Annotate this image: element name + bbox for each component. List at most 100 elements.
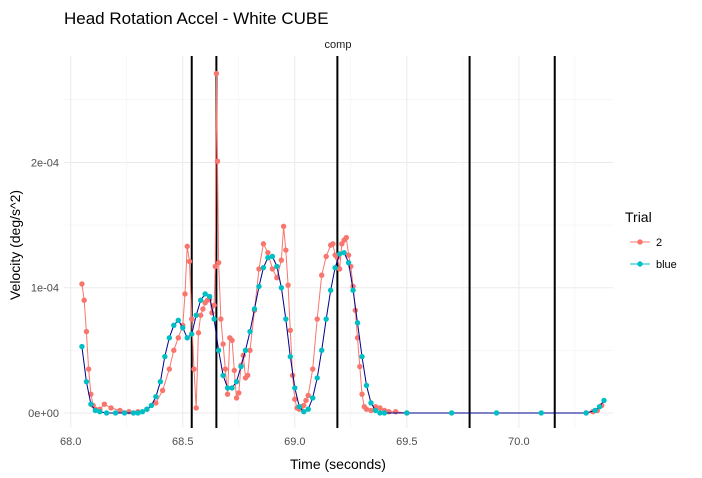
data-point-2 xyxy=(278,257,285,263)
data-point-blue xyxy=(314,375,320,381)
data-point-2 xyxy=(345,252,352,258)
data-point-2 xyxy=(224,391,231,397)
data-point-2 xyxy=(191,366,197,372)
data-point-2 xyxy=(186,258,193,265)
data-point-2 xyxy=(215,259,222,266)
data-point-2 xyxy=(265,249,271,256)
data-point-blue xyxy=(233,378,240,385)
data-point-2 xyxy=(212,263,218,270)
data-point-2 xyxy=(247,347,253,354)
data-point-blue xyxy=(215,347,222,354)
data-point-2 xyxy=(175,335,181,341)
x-tick-label: 69.5 xyxy=(396,436,417,448)
legend: Trial 2 blue xyxy=(625,209,677,271)
data-point-2 xyxy=(357,363,363,370)
data-point-2 xyxy=(213,70,220,77)
data-point-blue xyxy=(251,306,258,312)
data-point-2 xyxy=(292,396,298,402)
data-point-blue xyxy=(83,378,90,385)
data-point-2 xyxy=(171,347,177,354)
data-point-blue xyxy=(448,410,455,416)
data-point-blue xyxy=(404,410,410,416)
data-point-blue xyxy=(359,353,365,360)
data-point-2 xyxy=(184,243,190,250)
data-point-blue xyxy=(368,400,374,406)
data-point-blue xyxy=(269,253,276,260)
data-point-blue xyxy=(242,347,249,354)
facet-strip-label: comp xyxy=(325,39,352,51)
data-point-blue xyxy=(538,410,544,416)
data-point-blue xyxy=(139,409,146,415)
data-point-blue xyxy=(130,410,137,416)
legend-label-2: 2 xyxy=(656,237,662,249)
data-point-blue xyxy=(332,264,338,271)
data-point-2 xyxy=(350,283,356,290)
data-point-blue xyxy=(493,410,500,416)
data-point-2 xyxy=(359,391,365,397)
data-point-blue xyxy=(229,385,235,391)
y-tick-label: 1e-04 xyxy=(31,283,59,295)
x-tick-label: 68.0 xyxy=(60,436,81,448)
data-point-blue xyxy=(197,297,204,303)
data-point-2 xyxy=(211,302,217,308)
data-point-blue xyxy=(180,325,186,331)
data-point-blue xyxy=(592,407,598,414)
data-point-blue xyxy=(171,322,177,328)
data-point-blue xyxy=(278,285,285,291)
data-point-blue xyxy=(363,382,370,389)
data-point-2 xyxy=(229,337,235,344)
data-point-blue xyxy=(220,372,226,379)
data-point-blue xyxy=(88,401,94,407)
data-point-2 xyxy=(153,400,159,406)
data-point-2 xyxy=(245,372,251,379)
data-point-2 xyxy=(274,274,280,281)
data-point-blue xyxy=(238,363,244,370)
data-point-2 xyxy=(377,405,383,411)
data-point-blue xyxy=(318,347,325,354)
data-point-2 xyxy=(260,241,267,247)
data-point-2 xyxy=(218,316,224,322)
data-point-blue xyxy=(583,410,589,416)
x-tick-label: 68.5 xyxy=(172,436,193,448)
y-tick-label: 0e+00 xyxy=(28,408,59,420)
data-point-blue xyxy=(350,287,356,293)
data-point-2 xyxy=(117,407,123,414)
data-point-2 xyxy=(303,397,309,404)
data-point-blue xyxy=(92,407,99,414)
y-axis-ticks: 0e+00 1e-04 2e-04 xyxy=(28,157,59,420)
data-point-blue xyxy=(148,402,155,409)
data-point-blue xyxy=(97,409,103,415)
chart-title: Head Rotation Accel - White CUBE xyxy=(64,9,329,28)
data-point-2 xyxy=(285,282,291,288)
data-point-2 xyxy=(305,392,311,399)
data-point-blue xyxy=(206,293,213,300)
data-point-blue xyxy=(301,409,307,415)
data-point-blue xyxy=(144,406,150,412)
legend-title: Trial xyxy=(625,209,652,225)
data-point-2 xyxy=(318,272,325,278)
data-point-blue xyxy=(157,378,164,385)
data-point-blue xyxy=(224,385,231,391)
data-point-blue xyxy=(310,395,316,401)
data-point-blue xyxy=(184,335,190,341)
data-point-blue xyxy=(296,404,302,410)
data-point-blue xyxy=(287,353,294,360)
data-point-2 xyxy=(101,401,108,407)
data-point-blue xyxy=(274,263,280,270)
legend-key-point-blue xyxy=(637,261,643,267)
data-point-blue xyxy=(162,353,168,360)
data-point-2 xyxy=(214,158,221,164)
data-point-blue xyxy=(189,331,195,337)
data-point-2 xyxy=(392,409,399,415)
data-point-blue xyxy=(112,410,119,416)
data-point-blue xyxy=(601,397,607,404)
x-axis-ticks: 68.0 68.5 69.0 69.5 70.0 xyxy=(60,436,530,448)
y-tick-label: 2e-04 xyxy=(31,157,59,169)
data-point-2 xyxy=(197,312,204,318)
data-point-2 xyxy=(193,405,199,411)
data-point-blue xyxy=(166,335,173,341)
data-point-2 xyxy=(81,297,87,303)
data-point-2 xyxy=(182,291,188,297)
data-point-2 xyxy=(368,407,374,414)
